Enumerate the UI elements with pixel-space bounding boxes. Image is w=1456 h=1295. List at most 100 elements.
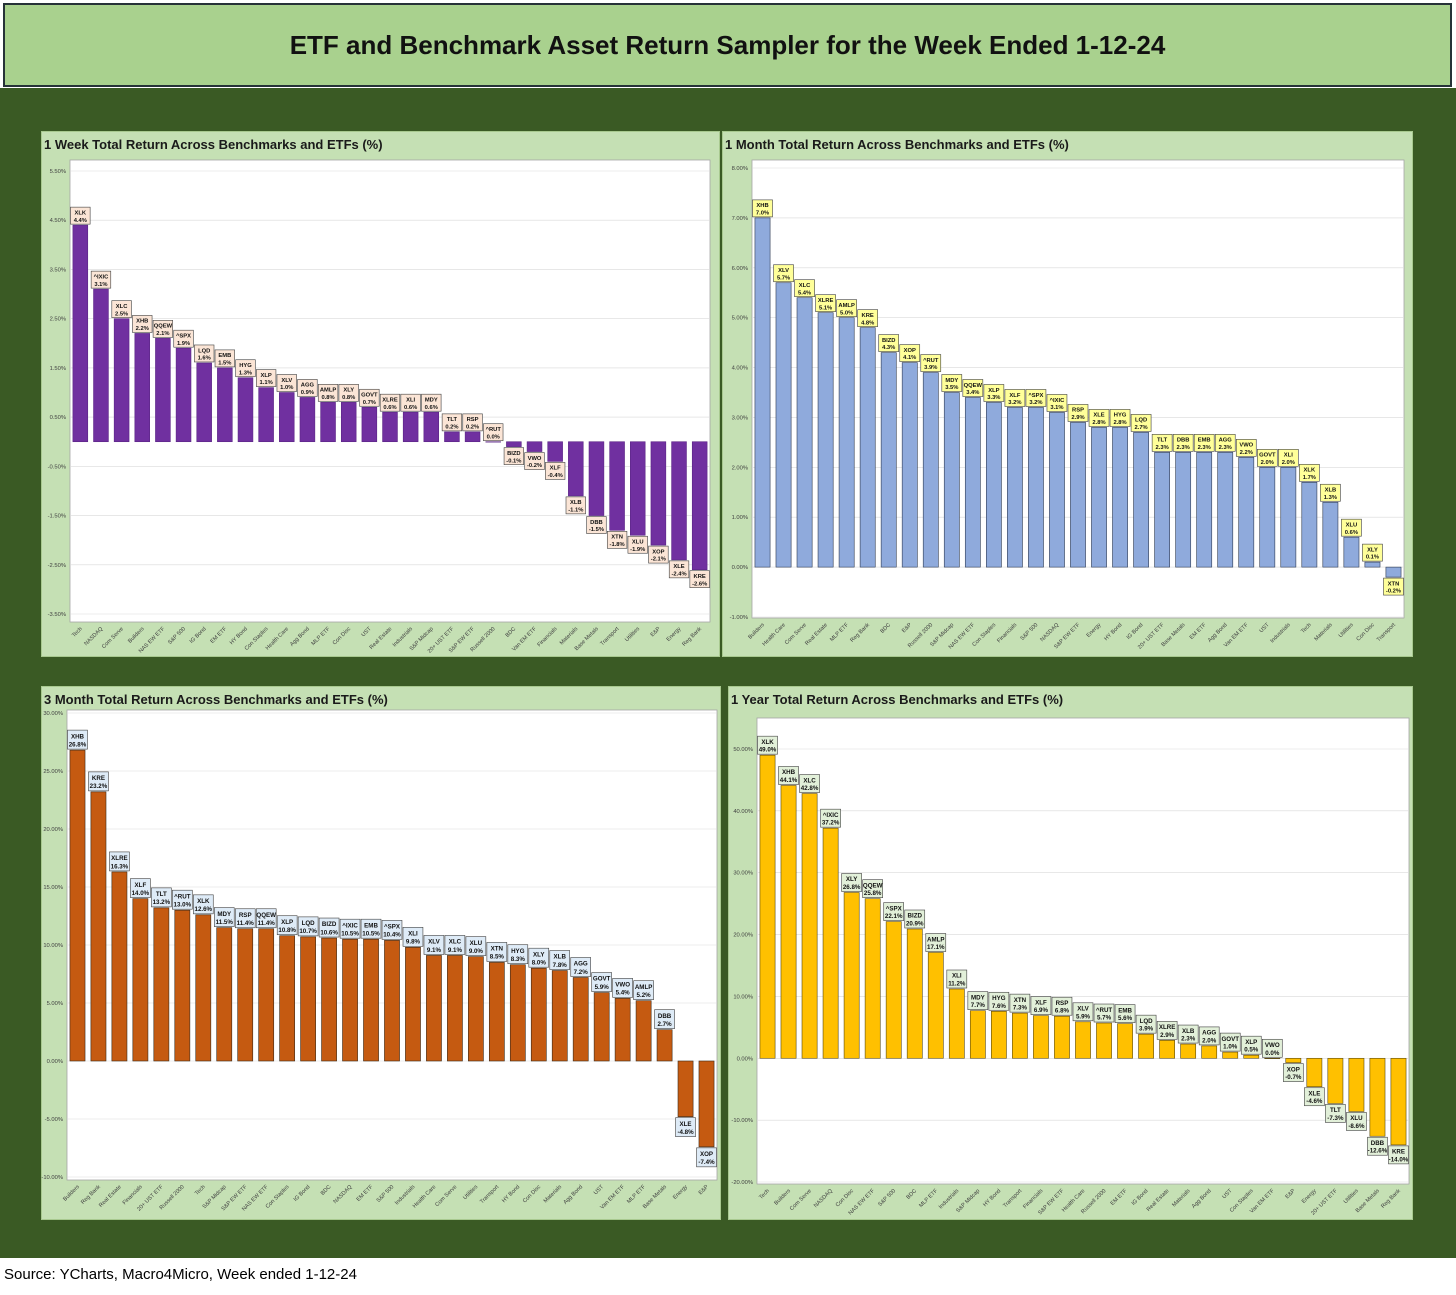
data-label-ticker: RSP xyxy=(467,417,479,423)
data-label-box xyxy=(297,916,319,937)
data-label-ticker: QQEW xyxy=(964,383,983,389)
data-label-box xyxy=(213,907,235,927)
data-label-value: 7.6% xyxy=(992,1003,1007,1010)
report-title: ETF and Benchmark Asset Return Sampler f… xyxy=(289,29,1166,60)
bar-xle xyxy=(1091,427,1107,568)
bar-xlp xyxy=(258,387,274,443)
bar-emb xyxy=(1196,452,1213,568)
data-label-ticker: XLE xyxy=(1308,1090,1320,1097)
data-label-ticker: MDY xyxy=(217,911,232,918)
data-label-ticker: LQD xyxy=(1140,1018,1154,1025)
data-label-ticker: XTN xyxy=(1388,581,1400,587)
data-label-ticker: XLV xyxy=(428,939,440,946)
data-label: XLE-2.4% xyxy=(668,560,690,579)
bar-tlt xyxy=(1327,1057,1344,1104)
data-label-value: -7.4% xyxy=(698,1159,715,1166)
data-label-ticker: GOVT xyxy=(1259,453,1276,459)
bar-xlv xyxy=(279,392,295,443)
bar-rsp xyxy=(1070,422,1086,568)
chart-1-year: 50.00% 40.00% 30.00% 20.00% 10.00% 0.00% -10.0… xyxy=(731,717,1410,1217)
data-label-box xyxy=(276,374,297,392)
data-label-ticker: EMB xyxy=(218,353,231,359)
x-axis-label: Transport xyxy=(1376,622,1397,643)
data-label-value: 1.5% xyxy=(218,361,231,367)
data-label-value: 0.2% xyxy=(445,424,458,430)
x-axis-label: IG Bond xyxy=(189,626,208,645)
data-label-ticker: EMB xyxy=(1198,438,1211,444)
bar-xli xyxy=(405,947,421,1062)
data-label-ticker: XLY xyxy=(846,876,858,883)
x-axis-label: BDC xyxy=(505,626,518,639)
data-label-box xyxy=(815,294,836,312)
data-label-value: 1.6% xyxy=(198,356,211,362)
data-label-value: 3.1% xyxy=(1050,405,1063,411)
data-label-value: -12.6% xyxy=(1368,1148,1388,1155)
data-label-box xyxy=(441,413,463,432)
bar-lqd xyxy=(196,362,212,443)
data-label-value: 8.0% xyxy=(532,960,547,967)
data-label-box xyxy=(586,516,607,534)
data-label-value: 4.8% xyxy=(861,320,874,326)
bar-xlb xyxy=(568,441,584,497)
bar-hyg xyxy=(509,964,526,1062)
data-label-box xyxy=(883,902,905,921)
x-axis-label: BDC xyxy=(880,622,893,635)
data-label-ticker: XLU xyxy=(1346,522,1358,528)
data-label: VWO-0.2% xyxy=(524,452,545,470)
data-label-ticker: XLY xyxy=(533,951,545,958)
y-tick-label: 3.50% xyxy=(50,267,66,273)
data-label-box xyxy=(1341,518,1362,537)
bar-amlp xyxy=(838,317,855,568)
x-axis-label: E&P xyxy=(901,622,913,634)
bar-xop xyxy=(1285,1057,1302,1063)
data-label-ticker: KRE xyxy=(694,574,706,580)
data-label-ticker: KRE xyxy=(862,313,874,319)
data-label-value: 9.1% xyxy=(448,947,463,954)
data-label-box xyxy=(503,447,524,465)
y-tick-label: 15.00% xyxy=(43,885,63,891)
data-label-box xyxy=(462,413,483,432)
data-label-ticker: HYG xyxy=(1114,413,1127,419)
data-label: XLI 9.8% xyxy=(402,927,424,947)
bar-xle xyxy=(677,1060,694,1117)
x-axis-label: E&P xyxy=(698,1184,710,1196)
data-label: XLU-1.9% xyxy=(627,535,648,554)
data-label-ticker: XOP xyxy=(652,549,664,555)
data-label: XTN-1.8% xyxy=(606,531,628,549)
x-axis-label: S&P 500 xyxy=(877,1188,897,1208)
data-label-box xyxy=(836,299,857,317)
data-label-value: -1.5% xyxy=(589,527,604,533)
data-label-ticker: AGG xyxy=(574,961,588,968)
y-tick-label: 5.50% xyxy=(50,169,66,175)
bar-xlu xyxy=(1343,536,1360,568)
data-label-value: 5.4% xyxy=(616,990,631,997)
data-label-ticker: ^IXIC xyxy=(1050,398,1065,404)
data-label-ticker: XLK xyxy=(1304,468,1316,474)
x-axis-label: HY Bond xyxy=(229,626,249,646)
bar-tlt xyxy=(444,431,460,443)
data-label-ticker: ^RUT xyxy=(923,358,939,364)
data-label-box xyxy=(88,771,109,792)
data-label-ticker: BIZD xyxy=(882,338,896,344)
data-label-value: 9.1% xyxy=(427,947,442,954)
bar-kre xyxy=(1390,1057,1407,1146)
data-label-value: 0.1% xyxy=(1366,555,1379,561)
data-label-value: 2.3% xyxy=(1181,1036,1196,1043)
data-label-value: 6.9% xyxy=(1034,1007,1049,1014)
